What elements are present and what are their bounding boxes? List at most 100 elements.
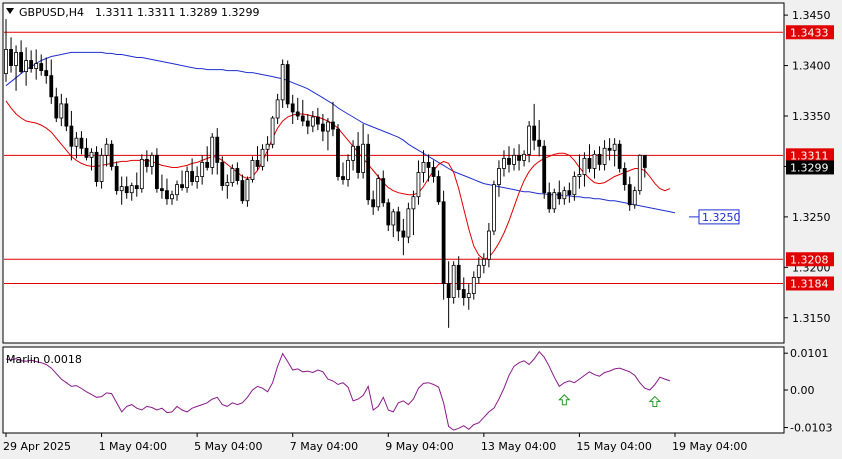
candle[interactable] (290, 94, 295, 125)
candle[interactable] (69, 110, 74, 161)
candle[interactable] (260, 144, 265, 171)
candle[interactable] (406, 202, 411, 244)
candle[interactable] (562, 186, 567, 205)
candle[interactable] (310, 110, 315, 133)
candle[interactable] (642, 154, 647, 178)
candle[interactable] (59, 93, 64, 127)
candle[interactable] (180, 170, 184, 191)
candle[interactable] (572, 171, 577, 201)
candle[interactable] (29, 50, 34, 73)
candle[interactable] (617, 140, 622, 173)
candle[interactable] (139, 154, 144, 193)
candle[interactable] (587, 144, 592, 173)
candle[interactable] (245, 176, 250, 207)
candle[interactable] (195, 166, 200, 189)
candle[interactable] (295, 97, 300, 121)
candle[interactable] (346, 154, 350, 187)
candle[interactable] (632, 186, 637, 209)
candle[interactable] (270, 115, 275, 149)
candle[interactable] (602, 140, 607, 171)
candle[interactable] (79, 131, 84, 155)
candle[interactable] (114, 161, 119, 195)
candle[interactable] (4, 19, 8, 82)
candle[interactable] (466, 283, 471, 310)
candle[interactable] (200, 155, 205, 185)
candle[interactable] (94, 146, 99, 187)
candle[interactable] (582, 152, 587, 187)
candle[interactable] (250, 156, 255, 183)
candle[interactable] (537, 120, 542, 157)
candle[interactable] (542, 140, 547, 199)
candle[interactable] (421, 150, 426, 183)
candle[interactable] (366, 134, 371, 205)
candle[interactable] (190, 158, 195, 186)
candle[interactable] (431, 160, 436, 183)
candle[interactable] (371, 190, 376, 215)
candle[interactable] (336, 124, 340, 181)
candle[interactable] (627, 176, 632, 211)
candle[interactable] (64, 97, 69, 132)
candle[interactable] (225, 174, 230, 199)
candle[interactable] (185, 166, 189, 193)
candle[interactable] (170, 190, 174, 205)
candle[interactable] (386, 198, 391, 232)
candle[interactable] (160, 174, 164, 199)
candle[interactable] (305, 113, 310, 135)
main-panel[interactable] (2, 2, 785, 344)
candle[interactable] (320, 113, 325, 142)
candle[interactable] (557, 180, 562, 205)
candle[interactable] (497, 160, 501, 197)
candle[interactable] (492, 180, 496, 236)
candle[interactable] (89, 148, 94, 171)
candle[interactable] (637, 154, 642, 195)
candle[interactable] (507, 146, 511, 173)
candle[interactable] (547, 182, 552, 213)
candle[interactable] (9, 37, 13, 73)
candle[interactable] (436, 170, 441, 205)
candle[interactable] (512, 148, 516, 171)
candle[interactable] (315, 107, 320, 131)
candle[interactable] (456, 256, 461, 298)
candle[interactable] (175, 180, 179, 201)
candle[interactable] (280, 59, 285, 108)
candle[interactable] (54, 87, 59, 123)
candle[interactable] (149, 152, 154, 175)
candle[interactable] (416, 160, 421, 205)
candle[interactable] (426, 154, 431, 182)
candle[interactable] (622, 162, 627, 191)
candle[interactable] (124, 176, 129, 199)
candle[interactable] (165, 178, 169, 205)
candle[interactable] (44, 57, 49, 84)
candle[interactable] (34, 49, 39, 80)
candle[interactable] (517, 144, 521, 171)
candle[interactable] (39, 54, 44, 76)
candle[interactable] (220, 156, 225, 191)
candle[interactable] (230, 164, 235, 187)
candle[interactable] (376, 174, 381, 211)
candle[interactable] (522, 150, 526, 167)
candle[interactable] (381, 170, 386, 207)
candle[interactable] (451, 261, 456, 304)
candle[interactable] (356, 132, 361, 179)
candle[interactable] (401, 218, 406, 256)
candle[interactable] (19, 40, 23, 74)
candle[interactable] (486, 222, 491, 268)
candle[interactable] (74, 132, 79, 159)
candle[interactable] (326, 118, 330, 151)
candle[interactable] (441, 190, 446, 300)
candle[interactable] (471, 271, 476, 300)
candle[interactable] (265, 136, 270, 162)
candle[interactable] (592, 150, 597, 179)
candle[interactable] (99, 148, 104, 189)
candle[interactable] (502, 150, 506, 177)
candle[interactable] (134, 172, 139, 197)
candle[interactable] (84, 138, 89, 161)
dropdown-triangle-icon[interactable] (6, 8, 14, 14)
candle[interactable] (361, 124, 366, 179)
candle[interactable] (119, 176, 124, 205)
candle[interactable] (476, 257, 481, 284)
candle[interactable] (461, 277, 466, 306)
candle[interactable] (205, 146, 210, 171)
candle[interactable] (240, 174, 245, 204)
candle[interactable] (391, 208, 396, 238)
